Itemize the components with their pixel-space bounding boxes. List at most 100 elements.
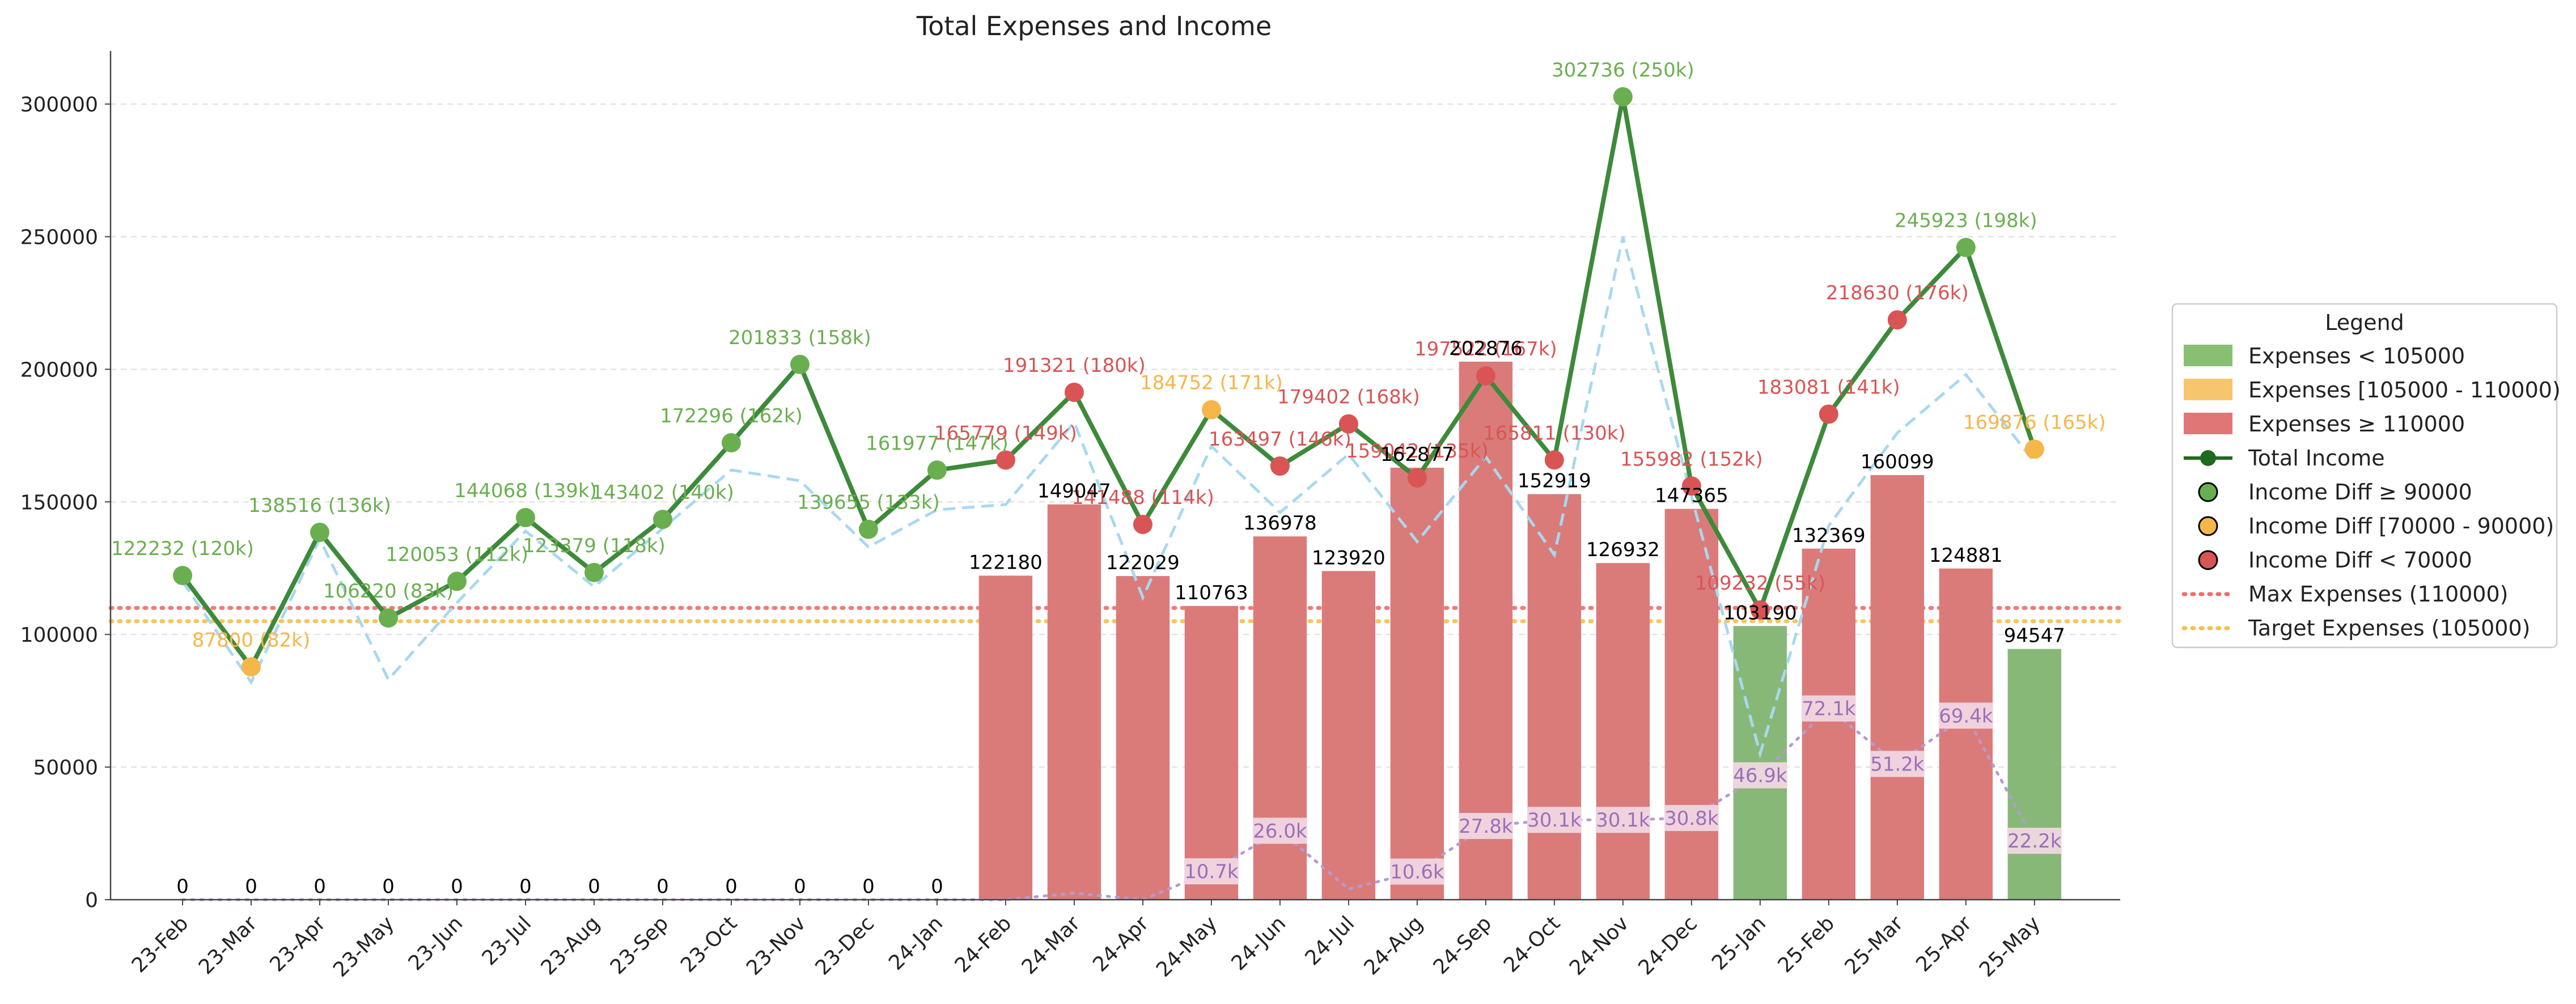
income-marker: [1819, 404, 1838, 424]
legend: Legend Expenses < 105000 Expenses [105000 …: [2171, 303, 2561, 649]
inner-label-box: [1389, 858, 1444, 885]
expense-label: 94547: [2004, 625, 2065, 647]
income-label: 87800 (82k): [192, 629, 310, 651]
expense-label: 0: [656, 875, 669, 898]
expense-bar: [1664, 509, 1718, 900]
x-tick-label: 23-Dec: [811, 912, 879, 980]
legend-label: Max Expenses (110000): [2248, 582, 2509, 607]
x-tick-label: 24-Aug: [1359, 912, 1427, 980]
x-tick-label: 24-Jun: [1227, 912, 1290, 975]
inner-label-box: [1458, 812, 1513, 839]
y-tick-label: 300000: [20, 94, 98, 117]
expense-bar: [1184, 605, 1239, 900]
income-diff-reference-line: [181, 236, 2036, 759]
income-marker: [1681, 476, 1701, 496]
income-marker: [790, 354, 810, 374]
x-tick-label: 23-Nov: [742, 912, 810, 980]
inner-label-box: [1870, 751, 1925, 777]
income-marker: [1613, 87, 1633, 107]
income-marker: [995, 450, 1015, 470]
income-marker: [858, 519, 878, 539]
x-tick-label: 25-Feb: [1774, 912, 1840, 977]
income-marker: [1887, 310, 1907, 330]
x-tick-label: 24-Nov: [1565, 912, 1633, 980]
expense-label: 122029: [1106, 552, 1180, 574]
x-tick-label: 23-Feb: [128, 912, 193, 977]
expense-label: 123920: [1312, 547, 1386, 569]
income-marker: [1133, 515, 1153, 535]
income-label: 138516 (136k): [248, 494, 391, 517]
y-tick-label: 150000: [20, 491, 98, 514]
expense-bar: [1047, 504, 1101, 900]
x-tick-label: 23-Jun: [404, 912, 468, 975]
income-label: 144068 (139k): [454, 480, 597, 502]
income-marker: [242, 657, 261, 677]
income-marker: [1064, 382, 1084, 402]
income-marker: [310, 523, 330, 543]
income-label: 161977 (147k): [866, 432, 1009, 455]
expense-label: 132369: [1792, 524, 1866, 547]
x-tick-label: 23-Sep: [606, 912, 673, 979]
income-label: 106220 (83k): [323, 580, 454, 603]
reference-lines: [108, 605, 2122, 624]
x-tick-label: 23-Jul: [478, 912, 536, 970]
income-label: 163497 (146k): [1209, 428, 1351, 451]
income-label: 165811 (130k): [1483, 422, 1626, 444]
x-tick-label: 24-Apr: [1088, 912, 1153, 976]
income-marker: [653, 510, 672, 529]
income-label: 120053 (112k): [385, 543, 528, 566]
x-tick-label: 23-May: [329, 912, 399, 981]
data-labels: 122232 (120k) 87800 (82k) 138516 (136k) 106…: [111, 59, 2105, 898]
expense-bar: [1870, 475, 1924, 900]
inner-label-box: [2007, 828, 2062, 854]
expense-label: 152919: [1518, 470, 1591, 493]
income-label: 109232 (55k): [1695, 572, 1825, 595]
legend-frame: [2171, 303, 2558, 649]
expense-label: 122180: [969, 551, 1043, 574]
x-tick-label: 23-Mar: [194, 912, 262, 979]
x-tick-label: 24-Mar: [1018, 912, 1085, 979]
inner-label: 10.6k: [1390, 861, 1444, 883]
income-marker: [1544, 450, 1564, 470]
income-label: 122232 (120k): [111, 537, 254, 560]
y-tick-label: 250000: [20, 226, 98, 249]
expense-label: 136978: [1243, 512, 1317, 535]
expense-label: 147365: [1655, 485, 1728, 507]
expense-label: 0: [313, 875, 326, 898]
legend-label: Income Diff < 70000: [2248, 548, 2472, 573]
expense-bars: [978, 361, 2061, 900]
legend-title: Legend: [2325, 310, 2404, 335]
income-label: 179402 (168k): [1277, 386, 1420, 409]
income-marker: [1956, 238, 1976, 257]
inner-label-box: [1527, 807, 1582, 833]
expense-label: 0: [931, 875, 943, 898]
expense-label: 0: [245, 875, 257, 898]
x-tick-label: 24-Sep: [1429, 912, 1497, 979]
income-marker: [379, 608, 399, 628]
inner-label: 30.8k: [1664, 807, 1719, 830]
income-marker: [2024, 439, 2044, 459]
income-marker: [1270, 456, 1290, 476]
x-tick-label: 23-Aug: [537, 912, 605, 980]
inner-label: 27.8k: [1459, 815, 1513, 838]
expense-label: 0: [588, 875, 600, 898]
x-tick-label: 23-Oct: [676, 912, 742, 977]
legend-marker: [2200, 450, 2216, 466]
income-label: 159042 (135k): [1346, 440, 1489, 463]
x-tick-label: 24-Feb: [951, 912, 1016, 977]
legend-marker: [2198, 482, 2218, 502]
expense-label: 162877: [1380, 443, 1454, 466]
income-marker: [584, 562, 604, 582]
inner-label: 30.1k: [1596, 809, 1650, 832]
chart-title: Total Expenses and Income: [916, 11, 1272, 41]
expense-bar: [1939, 568, 1993, 900]
x-tick-label: 25-Apr: [1912, 912, 1976, 976]
legend-label: Expenses ≥ 110000: [2248, 412, 2465, 437]
income-label: 197522 (167k): [1414, 338, 1557, 361]
total-income-line: [180, 96, 2037, 671]
income-label: 143402 (140k): [591, 481, 734, 504]
expense-bar: [1596, 563, 1650, 900]
income-label: 302736 (250k): [1552, 59, 1694, 82]
inner-label: 10.7k: [1184, 861, 1239, 883]
inner-label-box: [1801, 695, 1856, 722]
